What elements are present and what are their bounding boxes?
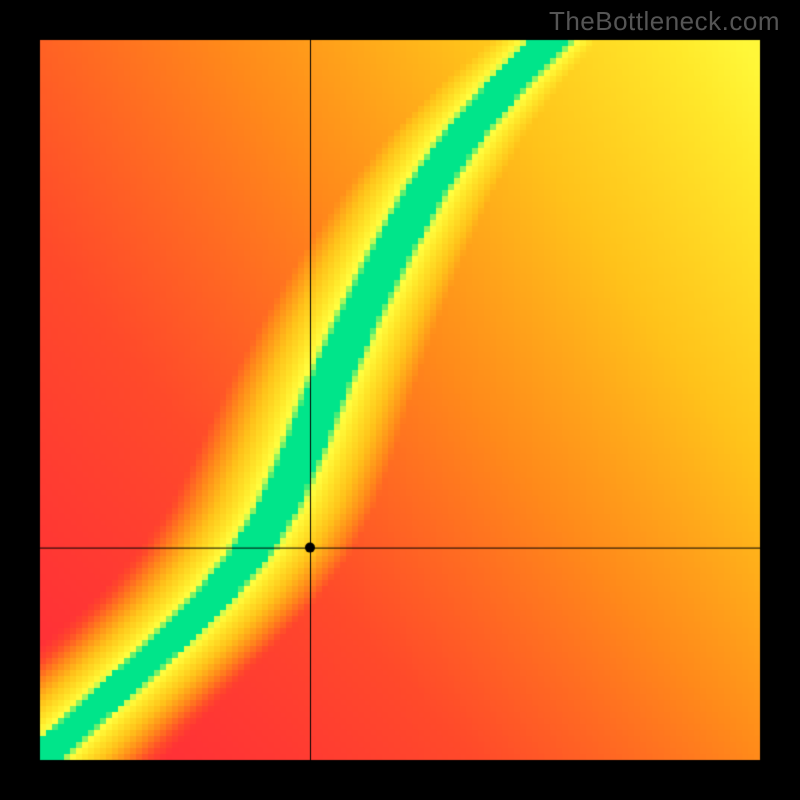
watermark-text: TheBottleneck.com — [549, 6, 780, 37]
chart-container: TheBottleneck.com — [0, 0, 800, 800]
bottleneck-heatmap-canvas — [0, 0, 800, 800]
